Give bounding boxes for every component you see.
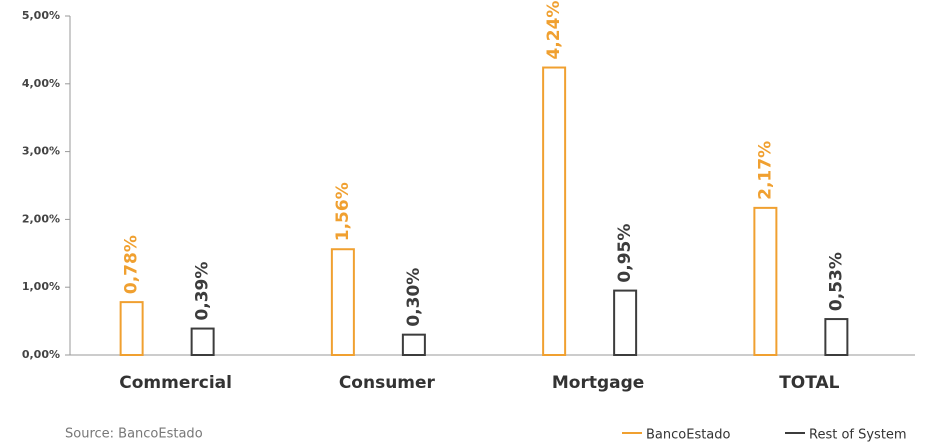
bar: [824, 318, 849, 357]
x-tick-label: Consumer: [339, 373, 436, 393]
y-tick-label: 0,00%: [22, 348, 60, 361]
y-tick-label: 4,00%: [22, 77, 60, 90]
y-tick-label: 1,00%: [22, 280, 60, 293]
y-tick-label: 5,00%: [22, 9, 60, 22]
bar: [401, 333, 426, 357]
x-tick-label: TOTAL: [779, 373, 839, 393]
data-label: 0,78%: [122, 235, 142, 294]
data-label: 1,56%: [333, 182, 353, 241]
y-tick-label: 2,00%: [22, 212, 60, 225]
legend-label: Rest of System: [809, 428, 907, 443]
bar: [330, 248, 355, 356]
bar: [613, 289, 638, 356]
data-label: 0,53%: [826, 252, 846, 311]
source: Source: BancoEstado: [65, 427, 203, 442]
x-tick-label: Commercial: [119, 373, 232, 393]
legend-label: BancoEstado: [646, 428, 731, 443]
bar: [119, 301, 144, 356]
data-label: 0,95%: [615, 224, 635, 283]
bar: [542, 66, 567, 356]
data-label: 4,24%: [544, 1, 564, 60]
data-label: 0,30%: [404, 268, 424, 327]
x-tick-label: Mortgage: [552, 373, 644, 393]
bar: [190, 327, 215, 357]
data-label: 0,39%: [193, 262, 213, 321]
y-tick-label: 3,00%: [22, 145, 60, 158]
bar: [753, 206, 778, 356]
data-label: 2,17%: [755, 141, 775, 200]
